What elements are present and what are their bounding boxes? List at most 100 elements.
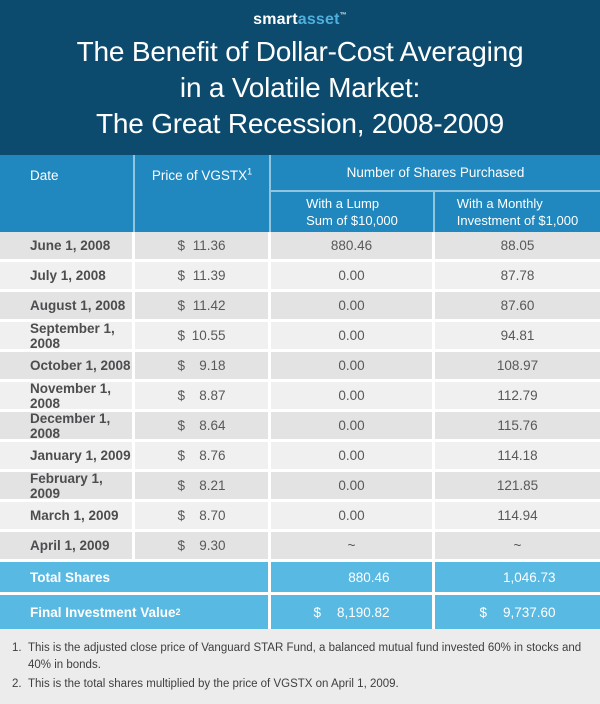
monthly-shares-cell: 121.85 [435, 472, 600, 499]
price-value: 9.18 [199, 358, 226, 373]
column-header-lump-sum: With a Lump Sum of $10,000 [271, 192, 435, 232]
lump-shares-cell: 0.00 [271, 322, 435, 349]
total-shares-label: Total Shares [0, 562, 271, 592]
date-cell: December 1, 2008 [0, 411, 135, 441]
footnote-marker-1: 1 [247, 166, 253, 177]
price-cell: $8.64 [135, 412, 271, 439]
date-cell: August 1, 2008 [0, 292, 135, 319]
date-cell: January 1, 2009 [0, 442, 135, 469]
price-cell: $8.76 [135, 442, 271, 469]
price-cell: $8.21 [135, 472, 271, 499]
table-row: October 1, 2008 $9.18 0.00 108.97 [0, 352, 600, 382]
table-row: March 1, 2009 $8.70 0.00 114.94 [0, 502, 600, 532]
sub-headers: With a Lump Sum of $10,000 With a Monthl… [271, 192, 600, 232]
table-header: Date Price of VGSTX1 Number of Shares Pu… [0, 155, 600, 232]
total-shares-label-text: Total Shares [30, 569, 111, 585]
price-cell: $9.18 [135, 352, 271, 379]
lump-header-line1: With a Lump [306, 196, 380, 211]
date-cell: June 1, 2008 [0, 232, 135, 259]
table-row: April 1, 2009 $9.30 ~ ~ [0, 532, 600, 562]
monthly-shares-cell: 115.76 [435, 412, 600, 439]
table-body: June 1, 2008 $11.36 880.46 88.05 July 1,… [0, 232, 600, 562]
price-value: 8.21 [199, 478, 226, 493]
lump-shares-cell: 0.00 [271, 382, 435, 409]
table-row: August 1, 2008 $11.42 0.00 87.60 [0, 292, 600, 322]
monthly-shares-cell: 87.60 [435, 292, 600, 319]
title-line-1: The Benefit of Dollar-Cost Averaging [76, 36, 524, 67]
footnote-1: 1. This is the adjusted close price of V… [12, 640, 586, 673]
currency-sign: $ [177, 328, 186, 343]
date-cell: February 1, 2009 [0, 471, 135, 501]
title-line-2: in a Volatile Market: [179, 72, 421, 103]
price-cell: $11.42 [135, 292, 271, 319]
footnote-2-text: This is the total shares multiplied by t… [28, 678, 399, 690]
currency-sign: $ [313, 604, 322, 620]
date-cell: April 1, 2009 [0, 532, 135, 559]
final-value-label-text: Final Investment Value [30, 604, 176, 620]
price-cell: $9.30 [135, 532, 271, 559]
date-cell: March 1, 2009 [0, 502, 135, 529]
column-header-monthly: With a Monthly Investment of $1,000 [435, 192, 600, 232]
table-row: February 1, 2009 $8.21 0.00 121.85 [0, 471, 600, 502]
final-value-lump-value: 8,190.82 [336, 604, 390, 620]
lump-shares-cell: 0.00 [271, 472, 435, 499]
final-value-monthly-cell: $9,737.60 [435, 595, 600, 629]
smartasset-logo: smartasset™ [0, 0, 600, 29]
lump-shares-cell: ~ [271, 532, 435, 559]
monthly-shares-cell: 114.18 [435, 442, 600, 469]
group-header-shares: Number of Shares Purchased [271, 155, 600, 192]
price-value: 8.64 [199, 418, 226, 433]
footnote-2-number: 2. [12, 678, 22, 690]
monthly-shares-cell: 112.79 [435, 382, 600, 409]
total-shares-monthly-cell: 1,046.73 [435, 562, 600, 592]
total-shares-monthly-value: 1,046.73 [502, 569, 556, 585]
currency-sign: $ [177, 388, 186, 403]
date-cell: November 1, 2008 [0, 381, 135, 411]
final-value-row: Final Investment Value 2 $8,190.82 $9,737… [0, 595, 600, 629]
monthly-shares-cell: 108.97 [435, 352, 600, 379]
final-value-monthly-value: 9,737.60 [502, 604, 556, 620]
currency-sign: $ [177, 358, 186, 373]
monthly-header-text: With a Monthly Investment of $1,000 [457, 195, 578, 229]
currency-sign: $ [479, 604, 488, 620]
price-cell: $11.36 [135, 232, 271, 259]
table-row: November 1, 2008 $8.87 0.00 112.79 [0, 381, 600, 412]
currency-sign: $ [177, 268, 186, 283]
logo-asset-text: asset [297, 11, 340, 28]
footnote-1-number: 1. [12, 642, 22, 654]
monthly-header-line1: With a Monthly [456, 196, 543, 211]
price-value: 8.70 [199, 508, 226, 523]
footnote-2: 2. This is the total shares multiplied b… [12, 676, 586, 693]
monthly-shares-cell: ~ [435, 532, 600, 559]
total-shares-row: Total Shares 880.46 1,046.73 [0, 562, 600, 595]
currency-sign: $ [177, 508, 186, 523]
table-row: January 1, 2009 $8.76 0.00 114.18 [0, 442, 600, 472]
currency-sign: $ [177, 538, 186, 553]
lump-sum-header-text: With a Lump Sum of $10,000 [306, 195, 398, 229]
column-group-shares: Number of Shares Purchased With a Lump S… [271, 155, 600, 232]
lump-shares-cell: 0.00 [271, 442, 435, 469]
title-line-3: The Great Recession, 2008-2009 [95, 108, 505, 139]
column-header-price: Price of VGSTX1 [135, 155, 271, 232]
date-cell: July 1, 2008 [0, 262, 135, 289]
lump-shares-cell: 0.00 [271, 502, 435, 529]
price-value: 11.39 [192, 268, 226, 283]
price-value: 10.55 [191, 328, 226, 343]
date-cell: October 1, 2008 [0, 352, 135, 379]
lump-shares-cell: 0.00 [271, 262, 435, 289]
currency-sign: $ [177, 418, 186, 433]
table-row: December 1, 2008 $8.64 0.00 115.76 [0, 411, 600, 442]
monthly-shares-cell: 88.05 [435, 232, 600, 259]
lump-shares-cell: 880.46 [271, 232, 435, 259]
monthly-shares-cell: 87.78 [435, 262, 600, 289]
total-shares-lump-value: 880.46 [348, 569, 390, 585]
total-shares-lump-cell: 880.46 [271, 562, 435, 592]
table-row: July 1, 2008 $11.39 0.00 87.78 [0, 262, 600, 292]
lump-shares-cell: 0.00 [271, 412, 435, 439]
monthly-shares-cell: 94.81 [435, 322, 600, 349]
footnotes: 1. This is the adjusted close price of V… [0, 629, 600, 693]
hero-header: smartasset™ The Benefit of Dollar-Cost A… [0, 0, 600, 155]
price-cell: $8.87 [135, 382, 271, 409]
price-cell: $10.55 [135, 322, 271, 349]
